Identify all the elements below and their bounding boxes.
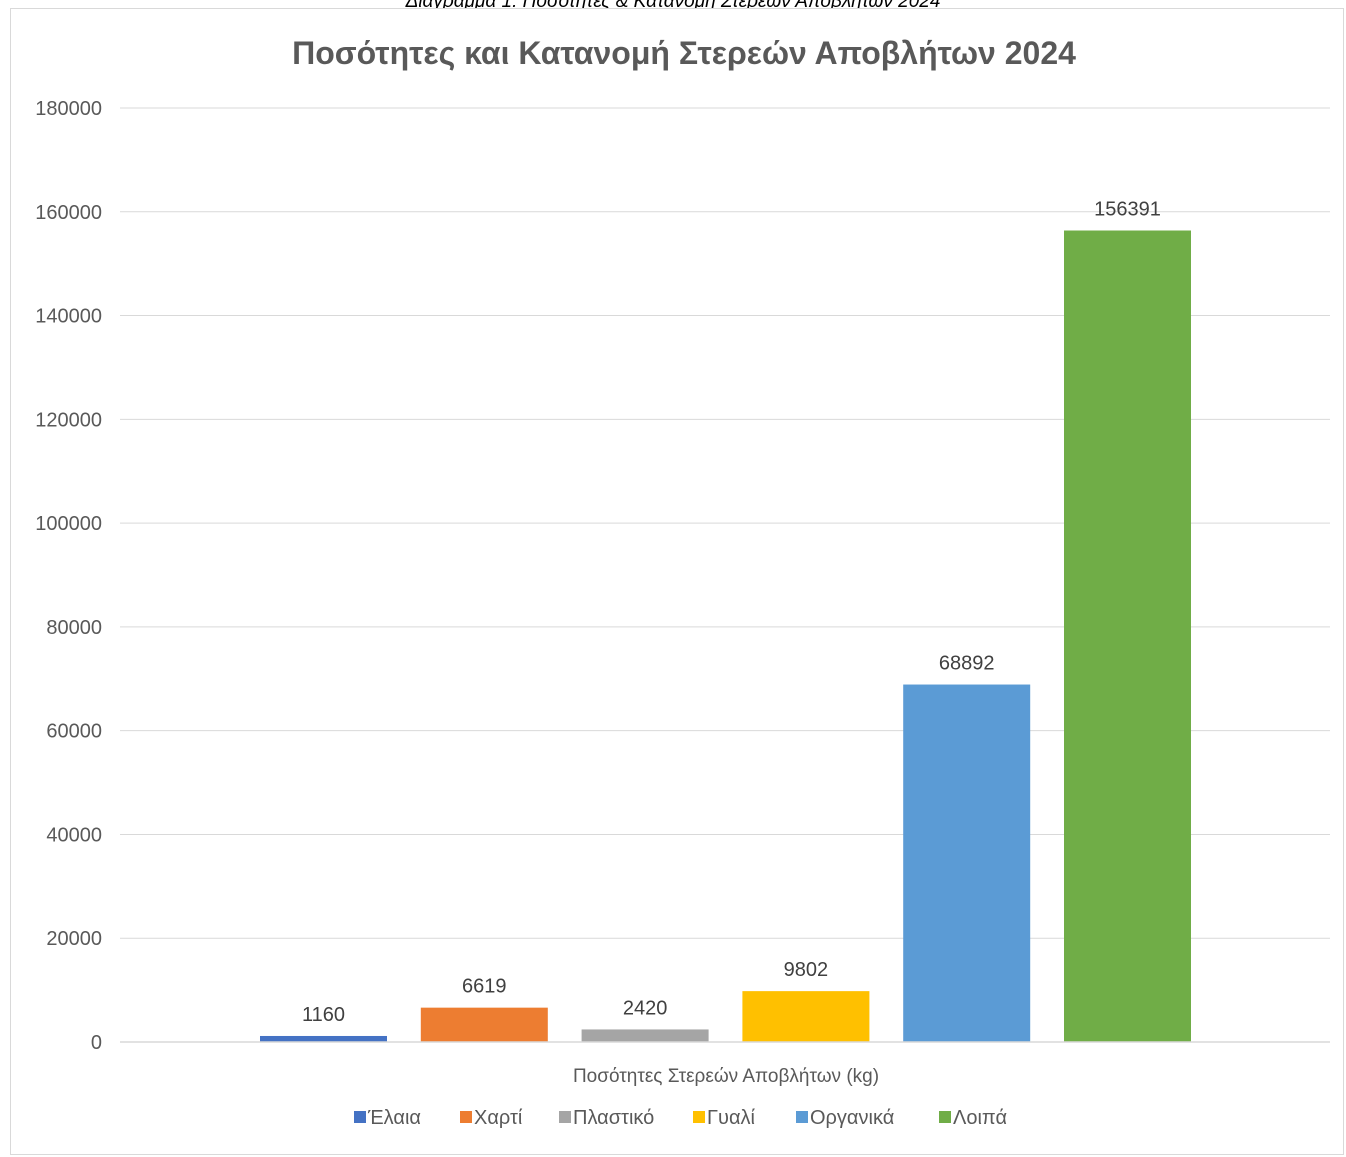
legend: Έλαια Χαρτί Πλαστικό Γυαλί Οργανικά Λοιπά [354, 1107, 1007, 1129]
x-axis-title: Ποσότητες Στερεών Αποβλήτων (kg) [573, 1066, 879, 1087]
legend-label: Λοιπά [953, 1107, 1007, 1129]
bar-series [260, 230, 1191, 1043]
bar [420, 1007, 548, 1042]
legend-label: Οργανικά [810, 1107, 894, 1129]
legend-label: Γυαλί [707, 1107, 756, 1129]
bar [1064, 230, 1191, 1043]
bar [742, 991, 870, 1042]
data-label: 68892 [939, 653, 995, 675]
legend-swatch [939, 1111, 951, 1123]
legend-label: Έλαια [367, 1107, 421, 1129]
legend-swatch [460, 1111, 472, 1123]
chart-title: Ποσότητες και Κατανομή Στερεών Αποβλήτων… [292, 35, 1076, 71]
y-tick-label: 140000 [35, 306, 102, 328]
legend-item: Πλαστικό [559, 1107, 654, 1129]
y-tick-label: 60000 [46, 721, 102, 743]
legend-item: Γυαλί [693, 1107, 756, 1129]
y-axis: 0 20000 40000 60000 80000 100000 120000 140000 1… [35, 98, 102, 1054]
legend-item: Έλαια [354, 1107, 421, 1129]
y-tick-label: 120000 [35, 409, 102, 431]
legend-label: Πλαστικό [573, 1107, 654, 1129]
legend-item: Οργανικά [796, 1107, 894, 1129]
legend-item: Χαρτί [460, 1107, 523, 1129]
legend-swatch [796, 1111, 808, 1123]
bar [260, 1035, 387, 1042]
data-label: 1160 [302, 1004, 345, 1026]
data-label: 9802 [784, 959, 829, 981]
legend-item: Λοιπά [939, 1107, 1007, 1129]
y-tick-label: 180000 [35, 98, 102, 120]
y-tick-label: 20000 [46, 928, 102, 950]
legend-swatch [693, 1111, 705, 1123]
data-label: 2420 [623, 997, 668, 1019]
legend-swatch [354, 1111, 366, 1123]
y-tick-label: 80000 [46, 617, 102, 639]
legend-swatch [559, 1111, 571, 1123]
data-label: 156391 [1094, 199, 1161, 221]
y-tick-label: 160000 [35, 202, 102, 224]
y-tick-label: 0 [91, 1032, 102, 1054]
y-tick-label: 100000 [35, 513, 102, 535]
y-tick-label: 40000 [46, 824, 102, 846]
bar [581, 1029, 709, 1042]
bar [903, 684, 1031, 1042]
data-label: 6619 [462, 976, 507, 998]
legend-label: Χαρτί [474, 1107, 523, 1129]
data-labels: 1160 6619 2420 9802 68892 156391 [302, 199, 1161, 1026]
